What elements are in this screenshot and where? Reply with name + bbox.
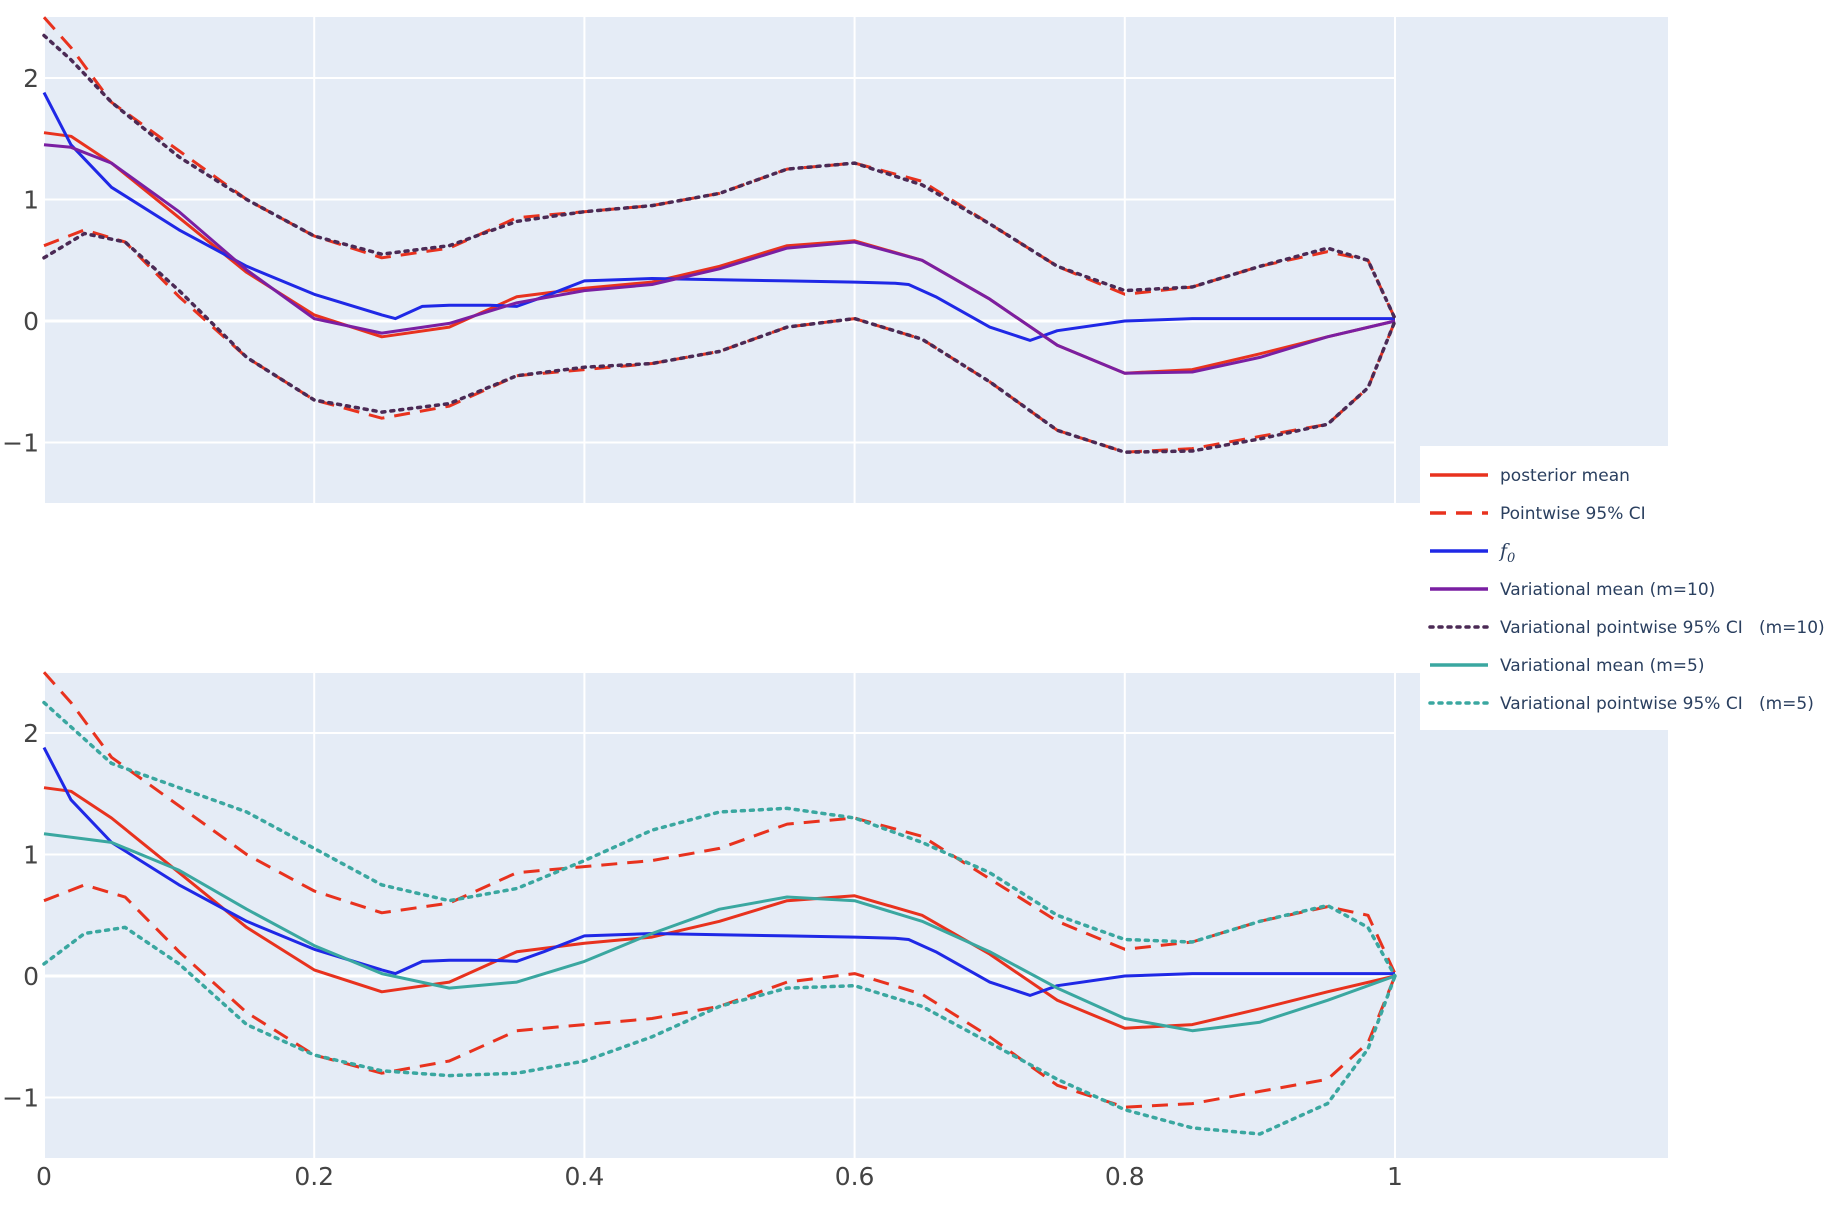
xtick-label: 0 (36, 1162, 52, 1191)
bottom-ytick-label: 0 (23, 962, 39, 991)
top-ytick-label: 1 (23, 186, 39, 215)
top-ytick-label: 0 (23, 307, 39, 336)
bottom-panel: 2 1 0 −1 0 0.2 0.4 0.6 0.8 1 (2, 671, 1668, 1191)
legend-label: Pointwise 95% CI (1500, 504, 1646, 524)
bottom-series-variational-pointwise-95-ci-m-5 (42, 700, 1397, 978)
top-series-variational-mean-m-10 (43, 143, 1396, 375)
bottom-series-variational-pointwise-95-ci-m-5-lower (42, 925, 1397, 1136)
bottom-ytick-label: 1 (23, 841, 39, 870)
bottom-plot-background (45, 673, 1668, 1158)
top-plot-background (45, 17, 1668, 503)
top-series-f0 (42, 91, 1395, 342)
top-series-variational-pointwise-95-ci-m-10 (42, 33, 1397, 321)
legend-label: Variational pointwise 95% CI (m=5) (1500, 694, 1814, 714)
top-ytick-label: −1 (2, 429, 39, 458)
legend-background (1420, 446, 1836, 730)
bottom-ytick-label: −1 (2, 1084, 39, 1113)
legend-label: posterior mean (1500, 466, 1630, 486)
xtick-label: 0.6 (835, 1162, 875, 1191)
xtick-label: 1 (1387, 1162, 1403, 1191)
xtick-label: 0.4 (565, 1162, 605, 1191)
top-series-variational-pointwise-95-ci-m-10-lower (42, 231, 1397, 454)
bottom-series-pointwise-95-ci-lower (43, 883, 1397, 1109)
xtick-label: 0.2 (294, 1162, 334, 1191)
bottom-series-variational-mean-m-5 (43, 832, 1396, 1033)
bottom-ytick-label: 2 (23, 719, 39, 748)
legend-label: Variational mean (m=10) (1500, 580, 1715, 600)
xtick-label: 0.8 (1105, 1162, 1145, 1191)
legend-label: Variational pointwise 95% CI (m=10) (1500, 618, 1825, 638)
top-ytick-label: 2 (23, 64, 39, 93)
bottom-series-posterior-mean (43, 786, 1396, 1030)
top-panel: 2 1 0 −1 (2, 16, 1668, 503)
legend-label: Variational mean (m=5) (1500, 656, 1704, 676)
